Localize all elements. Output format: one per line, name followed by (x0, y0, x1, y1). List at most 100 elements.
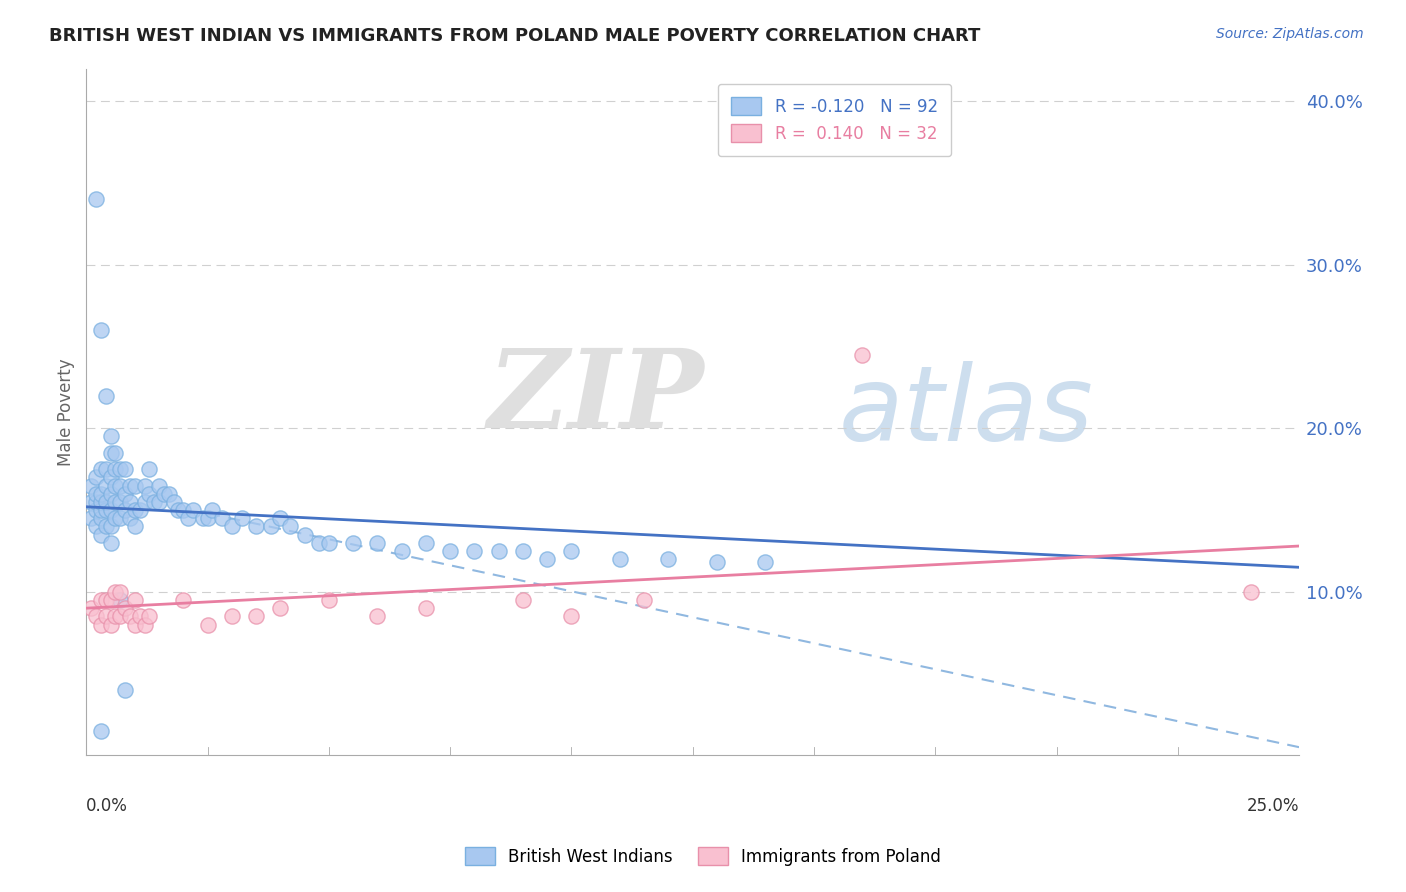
Point (104, 511, 127, 525)
Point (90, 593, 112, 607)
Point (118, 495, 141, 509)
Point (245, 519, 267, 533)
Point (124, 617, 146, 632)
Point (114, 682, 136, 697)
Point (211, 511, 233, 525)
Point (308, 535, 330, 549)
Point (318, 535, 340, 549)
Point (118, 511, 141, 525)
Point (560, 609, 582, 624)
Point (167, 503, 190, 517)
Point (318, 593, 340, 607)
Point (245, 609, 267, 624)
Point (100, 503, 122, 517)
Point (439, 544, 461, 558)
Point (84, 503, 107, 517)
Point (128, 609, 150, 624)
Point (90, 462, 112, 476)
Point (104, 446, 127, 460)
Point (90, 511, 112, 525)
Point (633, 593, 655, 607)
Point (90, 486, 112, 500)
Point (172, 503, 194, 517)
Point (110, 495, 132, 509)
Point (100, 470, 122, 484)
Y-axis label: Male Poverty: Male Poverty (58, 358, 75, 466)
Point (104, 584, 127, 599)
Point (138, 462, 160, 476)
Point (114, 462, 136, 476)
Point (221, 519, 243, 533)
Point (134, 478, 156, 492)
Point (138, 609, 160, 624)
Point (94, 609, 117, 624)
Point (114, 503, 136, 517)
Point (706, 555, 728, 569)
Point (84, 486, 107, 500)
Point (415, 601, 437, 615)
Point (104, 495, 127, 509)
Point (84, 609, 107, 624)
Point (94, 495, 117, 509)
Point (1239, 584, 1261, 599)
Point (110, 478, 132, 492)
Point (342, 535, 364, 549)
Point (201, 503, 224, 517)
Point (80, 495, 103, 509)
Point (110, 609, 132, 624)
Point (100, 617, 122, 632)
Point (100, 486, 122, 500)
Point (512, 544, 534, 558)
Point (90, 527, 112, 541)
Point (197, 617, 219, 632)
Point (172, 593, 194, 607)
Point (100, 446, 122, 460)
Legend: R = -0.120   N = 92, R =  0.140   N = 32: R = -0.120 N = 92, R = 0.140 N = 32 (718, 84, 950, 156)
Point (84, 470, 107, 484)
Point (110, 462, 132, 476)
Point (84, 192, 107, 206)
Point (391, 544, 413, 558)
Point (181, 503, 204, 517)
Point (100, 519, 122, 533)
Point (609, 552, 631, 566)
Point (138, 486, 160, 500)
Point (269, 601, 291, 615)
Point (157, 486, 180, 500)
Text: 25.0%: 25.0% (1247, 797, 1299, 814)
Point (104, 609, 127, 624)
Point (100, 593, 122, 607)
Point (90, 617, 112, 632)
Point (134, 617, 156, 632)
Point (100, 535, 122, 549)
Point (134, 495, 156, 509)
Point (94, 478, 117, 492)
Legend: British West Indians, Immigrants from Poland: British West Indians, Immigrants from Po… (451, 834, 955, 880)
Text: BRITISH WEST INDIAN VS IMMIGRANTS FROM POLAND MALE POVERTY CORRELATION CHART: BRITISH WEST INDIAN VS IMMIGRANTS FROM P… (49, 27, 980, 45)
Point (84, 519, 107, 533)
Text: atlas: atlas (838, 361, 1092, 463)
Point (153, 486, 176, 500)
Point (118, 609, 141, 624)
Text: ZIP: ZIP (488, 344, 704, 452)
Point (415, 535, 437, 549)
Point (104, 462, 127, 476)
Point (536, 552, 558, 566)
Point (110, 593, 132, 607)
Point (104, 478, 127, 492)
Point (278, 519, 301, 533)
Point (851, 348, 873, 362)
Point (80, 601, 103, 615)
Point (114, 601, 136, 615)
Point (110, 584, 132, 599)
Point (90, 495, 112, 509)
Point (754, 555, 776, 569)
Point (94, 462, 117, 476)
Point (512, 593, 534, 607)
Point (560, 544, 582, 558)
Point (124, 503, 146, 517)
Point (143, 495, 166, 509)
Point (114, 486, 136, 500)
Point (177, 511, 200, 525)
Point (90, 323, 112, 337)
